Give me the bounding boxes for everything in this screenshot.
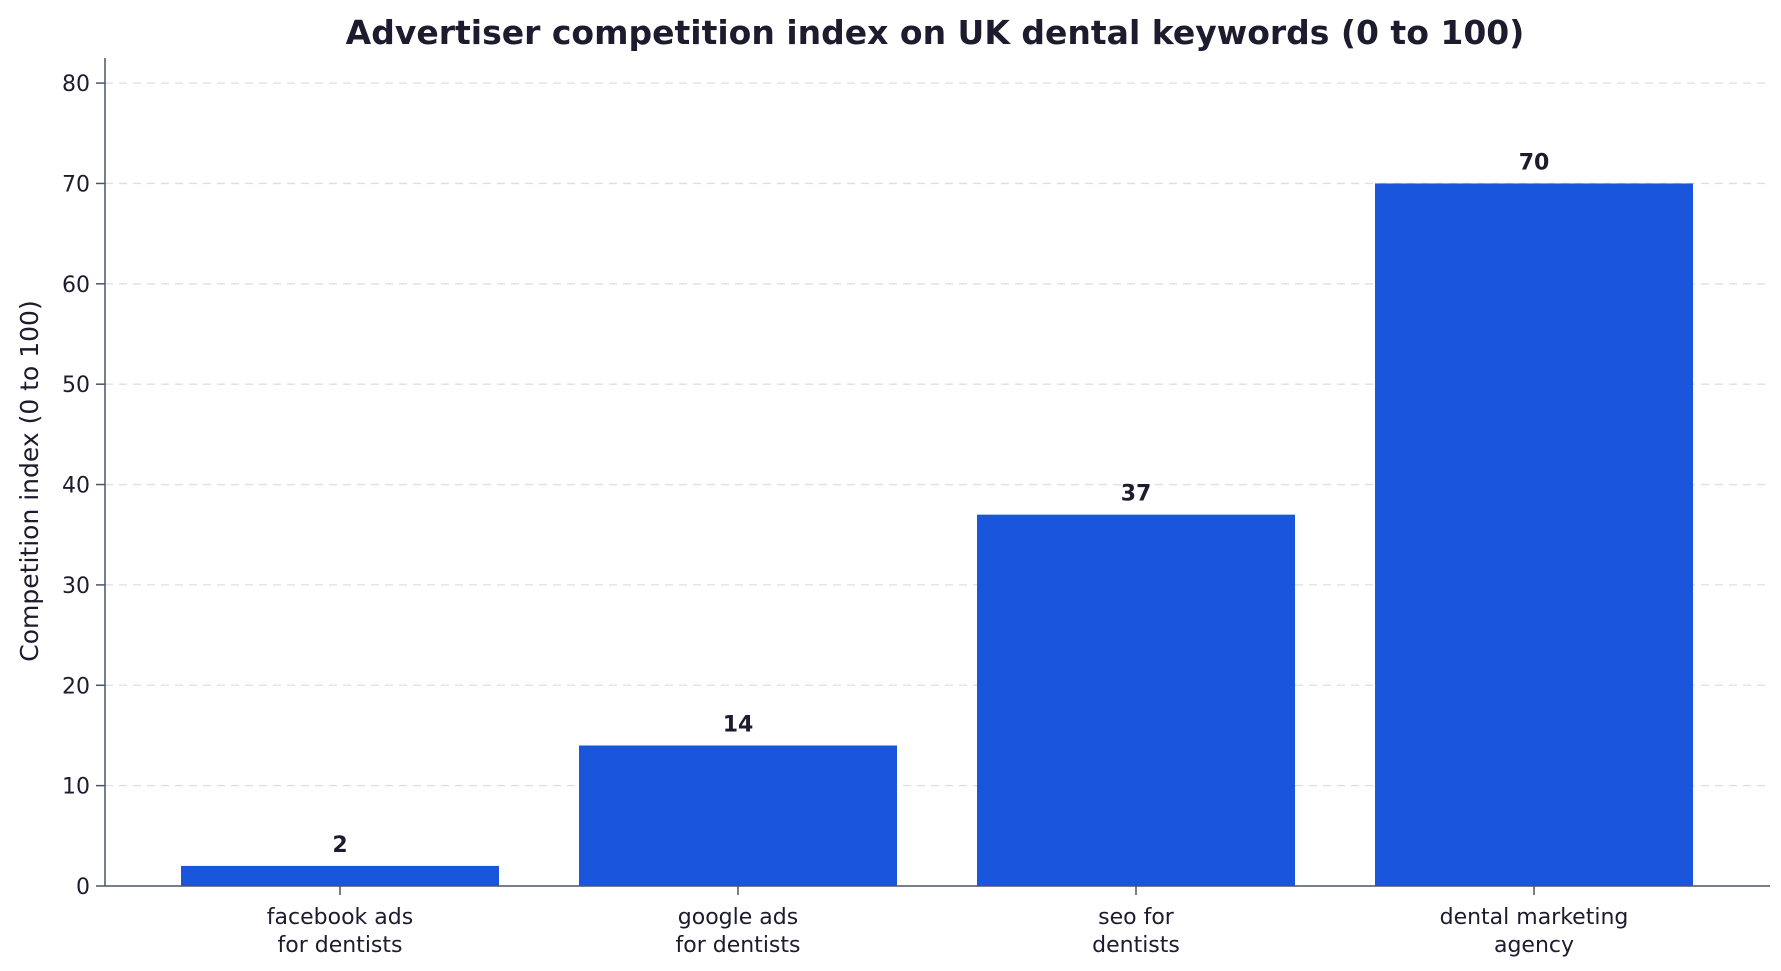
x-tick-label-line: dental marketing bbox=[1440, 905, 1629, 930]
y-tick-label: 0 bbox=[76, 875, 90, 900]
y-tick-label: 30 bbox=[62, 574, 90, 599]
y-tick-label: 60 bbox=[62, 273, 90, 298]
x-tick-label: facebook ads for dentists bbox=[267, 905, 413, 958]
y-tick-label: 20 bbox=[62, 674, 90, 699]
y-tick-label: 50 bbox=[62, 373, 90, 398]
axes bbox=[104, 58, 1770, 887]
x-tick-label: seo for dentists bbox=[1092, 905, 1180, 958]
value-labels: 2 14 37 70 bbox=[332, 150, 1549, 857]
x-tick-label-line: dentists bbox=[1092, 933, 1180, 958]
x-tick-label-line: seo for bbox=[1098, 905, 1175, 930]
x-tick-label-line: for dentists bbox=[278, 933, 403, 958]
bar-value-label: 14 bbox=[723, 712, 754, 737]
bar bbox=[1375, 183, 1693, 887]
bar bbox=[181, 865, 499, 886]
bar bbox=[579, 745, 897, 886]
x-tick-label: dental marketing agency bbox=[1440, 905, 1629, 958]
y-tick-label: 80 bbox=[62, 72, 90, 97]
bar-value-label: 37 bbox=[1121, 482, 1152, 507]
x-tick-label: google ads for dentists bbox=[676, 905, 801, 958]
y-axis-label: Competition index (0 to 100) bbox=[15, 300, 44, 661]
chart-title: Advertiser competition index on UK denta… bbox=[346, 13, 1525, 52]
x-tick-label-line: facebook ads bbox=[267, 905, 413, 930]
x-tick-label-line: for dentists bbox=[676, 933, 801, 958]
bar-value-label: 70 bbox=[1519, 150, 1550, 175]
x-tick-label-line: google ads bbox=[678, 905, 798, 930]
bar-value-label: 2 bbox=[332, 833, 347, 858]
bars bbox=[181, 183, 1693, 887]
x-tick-label-line: agency bbox=[1494, 933, 1574, 958]
y-tick-label: 10 bbox=[62, 775, 90, 800]
x-axis-ticks: facebook ads for dentists google ads for de… bbox=[267, 886, 1629, 958]
y-tick-label: 40 bbox=[62, 474, 90, 499]
y-tick-label: 70 bbox=[62, 172, 90, 197]
y-axis-ticks: 0 10 20 30 40 50 60 70 80 bbox=[62, 72, 105, 900]
bar bbox=[977, 514, 1295, 886]
